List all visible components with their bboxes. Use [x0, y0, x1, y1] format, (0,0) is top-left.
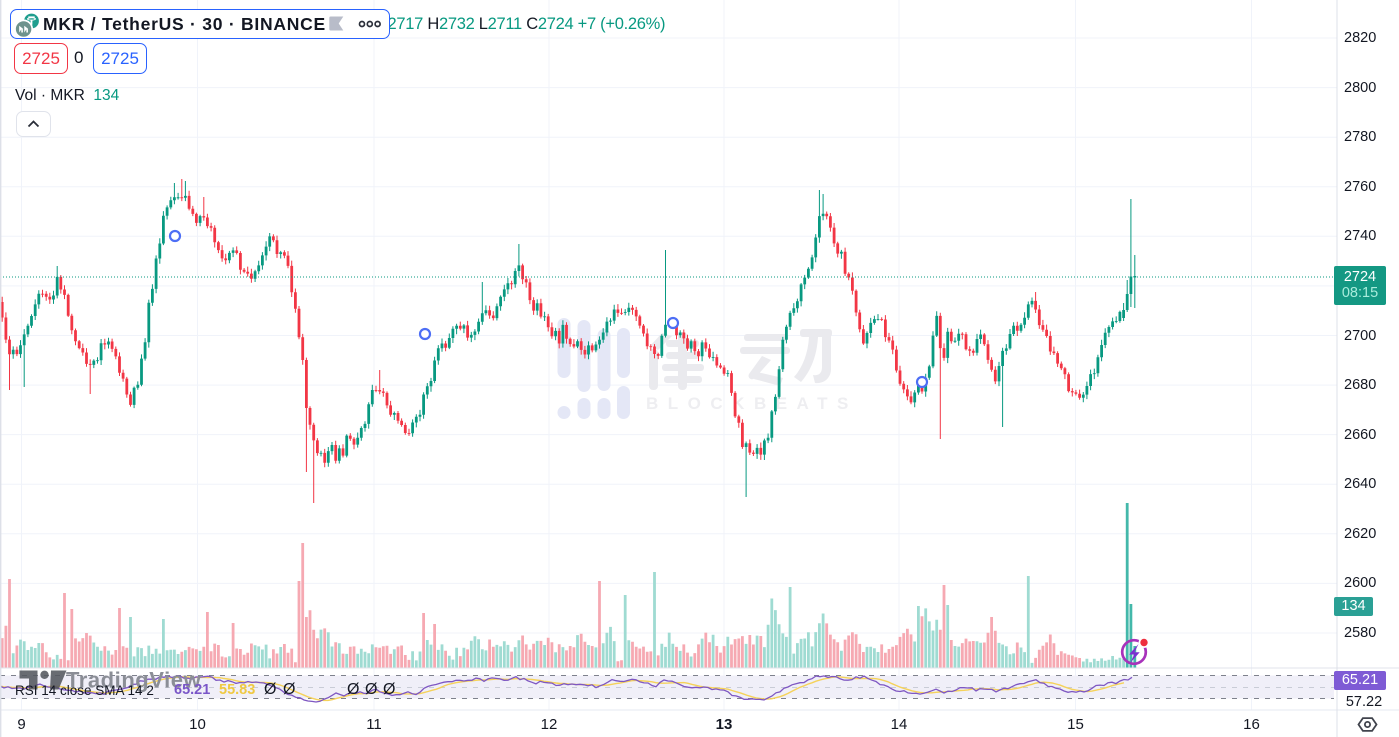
svg-text:TradingView: TradingView: [66, 668, 202, 693]
svg-text:BLOCKBEATS: BLOCKBEATS: [646, 394, 858, 413]
